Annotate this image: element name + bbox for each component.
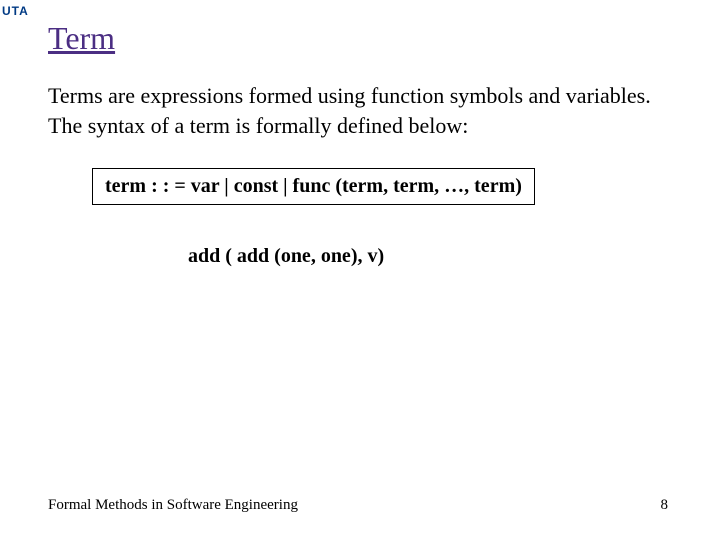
slide-title: Term bbox=[48, 20, 672, 57]
body-paragraph: Terms are expressions formed using funct… bbox=[48, 81, 672, 140]
example-expression: add ( add (one, one), v) bbox=[188, 245, 672, 268]
page-number: 8 bbox=[661, 497, 669, 514]
footer-text: Formal Methods in Software Engineering bbox=[48, 497, 298, 514]
slide-content: Term Terms are expressions formed using … bbox=[0, 0, 720, 540]
grammar-rule-box: term : : = var | const | func (term, ter… bbox=[92, 168, 535, 205]
